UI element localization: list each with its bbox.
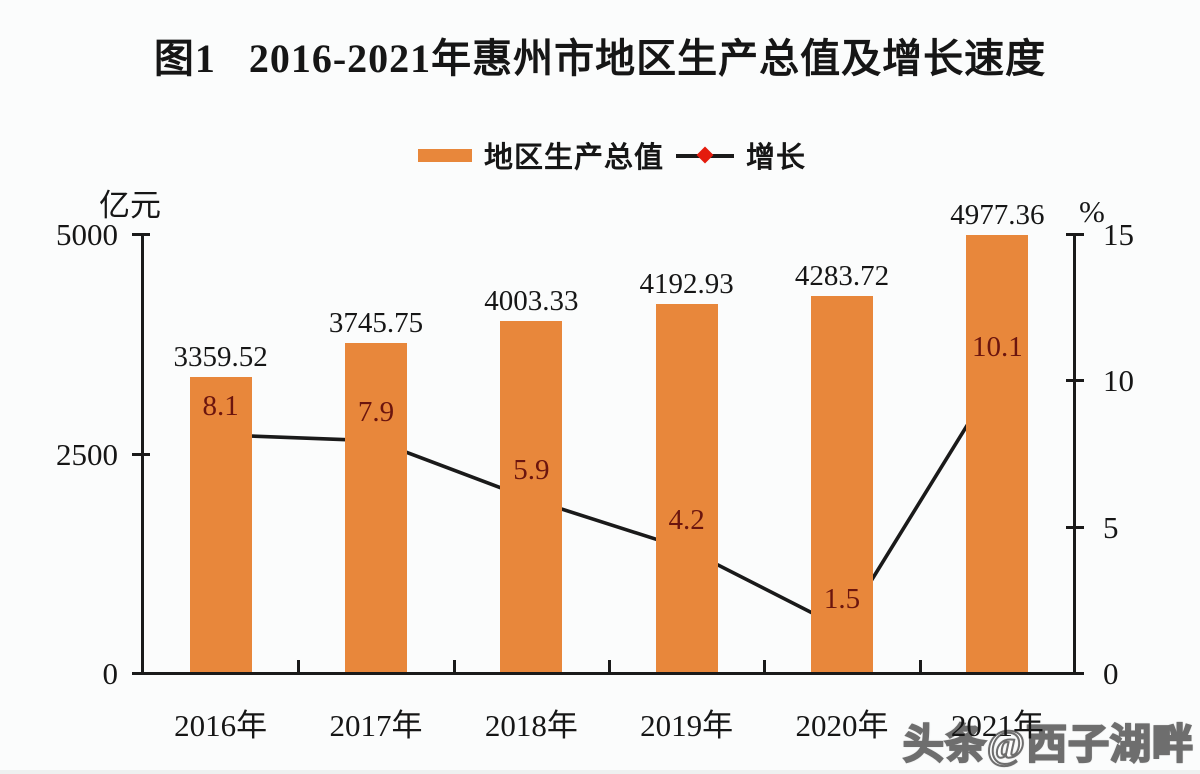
left-axis-tick: [132, 672, 150, 675]
left-axis-unit: 亿元: [99, 188, 161, 223]
right-axis-tick-label: 0: [1103, 656, 1119, 691]
left-axis-tick-label: 5000: [56, 217, 118, 252]
bar-2016年: [189, 377, 252, 672]
x-category-label: 2020年: [795, 708, 889, 743]
line-value-label: 7.9: [357, 395, 395, 428]
x-category-label: 2016年: [174, 708, 268, 743]
line-series-swatch: [676, 146, 735, 164]
x-axis-tick: [452, 660, 456, 674]
x-category-label: 2021年: [950, 708, 1044, 743]
right-axis-tick: [1066, 233, 1084, 236]
bar-2017年: [345, 343, 407, 672]
chart-title: 图1 2016-2021年惠州市地区生产总值及增长速度: [153, 36, 1047, 81]
bar-series-swatch: [418, 148, 472, 162]
diamond-marker-icon: [696, 146, 714, 164]
bar-value-label: 3745.75: [328, 307, 424, 340]
bar-value-label: 4283.72: [794, 259, 890, 292]
right-axis-line: [1073, 233, 1076, 675]
x-category-label: 2018年: [484, 708, 578, 743]
left-axis-tick-label: 0: [102, 656, 119, 691]
line-value-label: 1.5: [823, 583, 861, 616]
legend: 地区生产总值 增长: [418, 139, 806, 174]
bar-2018年: [500, 320, 563, 672]
bar-value-label: 4192.93: [639, 267, 734, 300]
x-axis-tick: [297, 660, 301, 674]
right-axis-unit: %: [1079, 194, 1105, 229]
legend-line-label: 增长: [746, 142, 807, 174]
left-axis-tick-label: 2500: [56, 436, 118, 472]
legend-bar-label: 地区生产总值: [484, 142, 665, 174]
line-value-label: 4.2: [668, 504, 705, 537]
right-axis-tick-label: 15: [1103, 217, 1134, 252]
bar-2020年: [811, 295, 873, 672]
right-axis-tick: [1066, 379, 1084, 383]
x-category-label: 2017年: [329, 708, 423, 743]
line-value-label: 8.1: [202, 389, 239, 422]
x-category-label: 2019年: [640, 708, 734, 743]
left-axis-tick: [132, 233, 150, 236]
line-value-label: 10.1: [971, 331, 1023, 364]
bar-value-label: 3359.52: [173, 341, 268, 374]
bar-value-label: 4977.36: [950, 198, 1045, 231]
watermark: 头条@西子湖畔: [902, 720, 1194, 768]
right-axis-tick: [1066, 672, 1084, 675]
right-axis-tick-label: 5: [1103, 509, 1119, 545]
bar-2019年: [655, 303, 718, 672]
right-axis-tick-label: 10: [1103, 363, 1134, 399]
bar-2021年: [966, 234, 1029, 672]
left-axis-tick: [132, 452, 150, 456]
right-axis-tick: [1066, 525, 1084, 529]
x-axis-tick: [918, 660, 922, 674]
line-value-label: 5.9: [513, 454, 550, 487]
x-axis-tick: [763, 660, 767, 674]
x-axis-tick: [608, 660, 611, 674]
bar-value-label: 4003.33: [484, 284, 579, 317]
